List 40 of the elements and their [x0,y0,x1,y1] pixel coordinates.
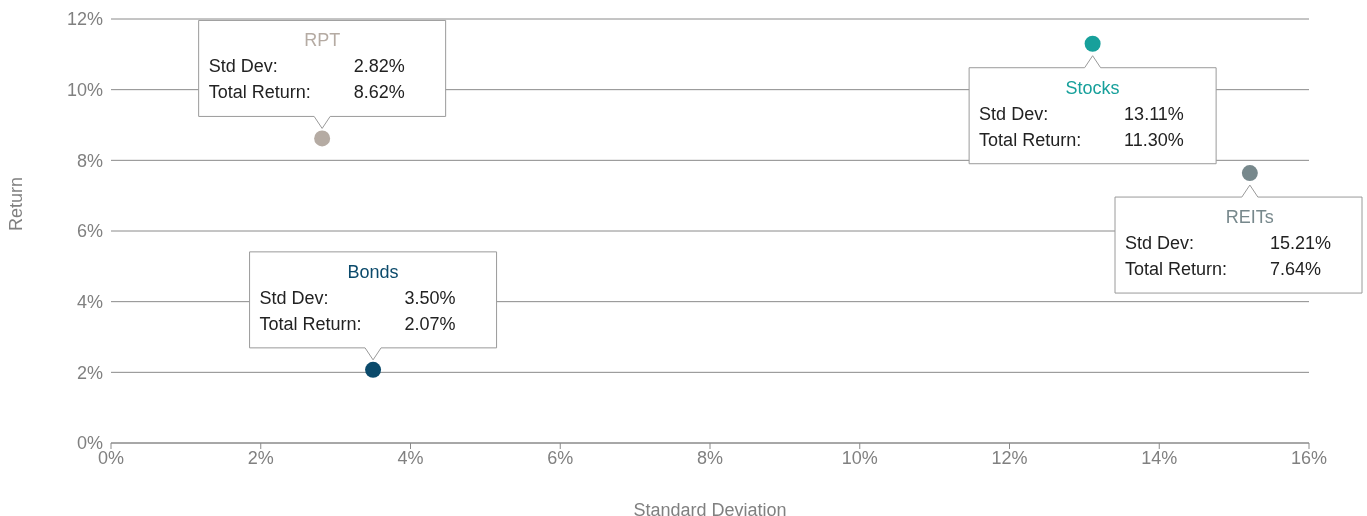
point [1241,165,1258,182]
y-tick-label: 4% [76,292,103,313]
x-tick-label: 6% [547,447,574,468]
text: Std Dev: [259,287,329,308]
text: Bonds [347,261,399,282]
x-tick-label: 16% [1290,447,1328,468]
x-tick-label: 12% [991,447,1028,468]
y-axis-title: Return [6,176,27,231]
annotation: Std Dev: [208,56,278,77]
annotation: 7.64% [1270,259,1322,280]
text: Total Return: [259,313,362,334]
annotation: 2.82% [353,56,405,77]
point [365,361,382,378]
y-tick-label: 8% [76,150,103,171]
text: Std Dev: [979,103,1049,124]
x-tick-label: 4% [397,447,424,468]
annotation: 13.11% [1124,103,1184,124]
point [314,130,331,147]
y-tick-label: 6% [76,221,103,242]
series-label: Stocks [1065,77,1120,98]
y-tick-label: 2% [76,362,103,383]
series-label: REITs [1225,207,1274,228]
annotation: 8.62% [353,82,405,103]
annotation: 3.50% [404,287,456,308]
x-tick-label: 10% [841,447,878,468]
x-tick-label: 14% [1141,447,1178,468]
text: Std Dev: [1125,233,1195,254]
point [1084,35,1101,52]
x-axis-title: Standard Deviation [633,500,787,516]
text: Total Return: [979,129,1082,150]
x-tick-label: 2% [247,447,274,468]
text: Total Return: [1125,259,1228,280]
annotation: Total Return: [208,82,311,103]
y-tick-label: 12% [66,9,103,30]
annotation: 15.21% [1270,233,1332,254]
annotation: 2.07% [404,313,456,334]
x-tick-label: 8% [696,447,724,468]
y-tick-label: 10% [66,80,103,101]
annotation: 11.30% [1124,129,1184,150]
text: RPT [304,30,341,51]
